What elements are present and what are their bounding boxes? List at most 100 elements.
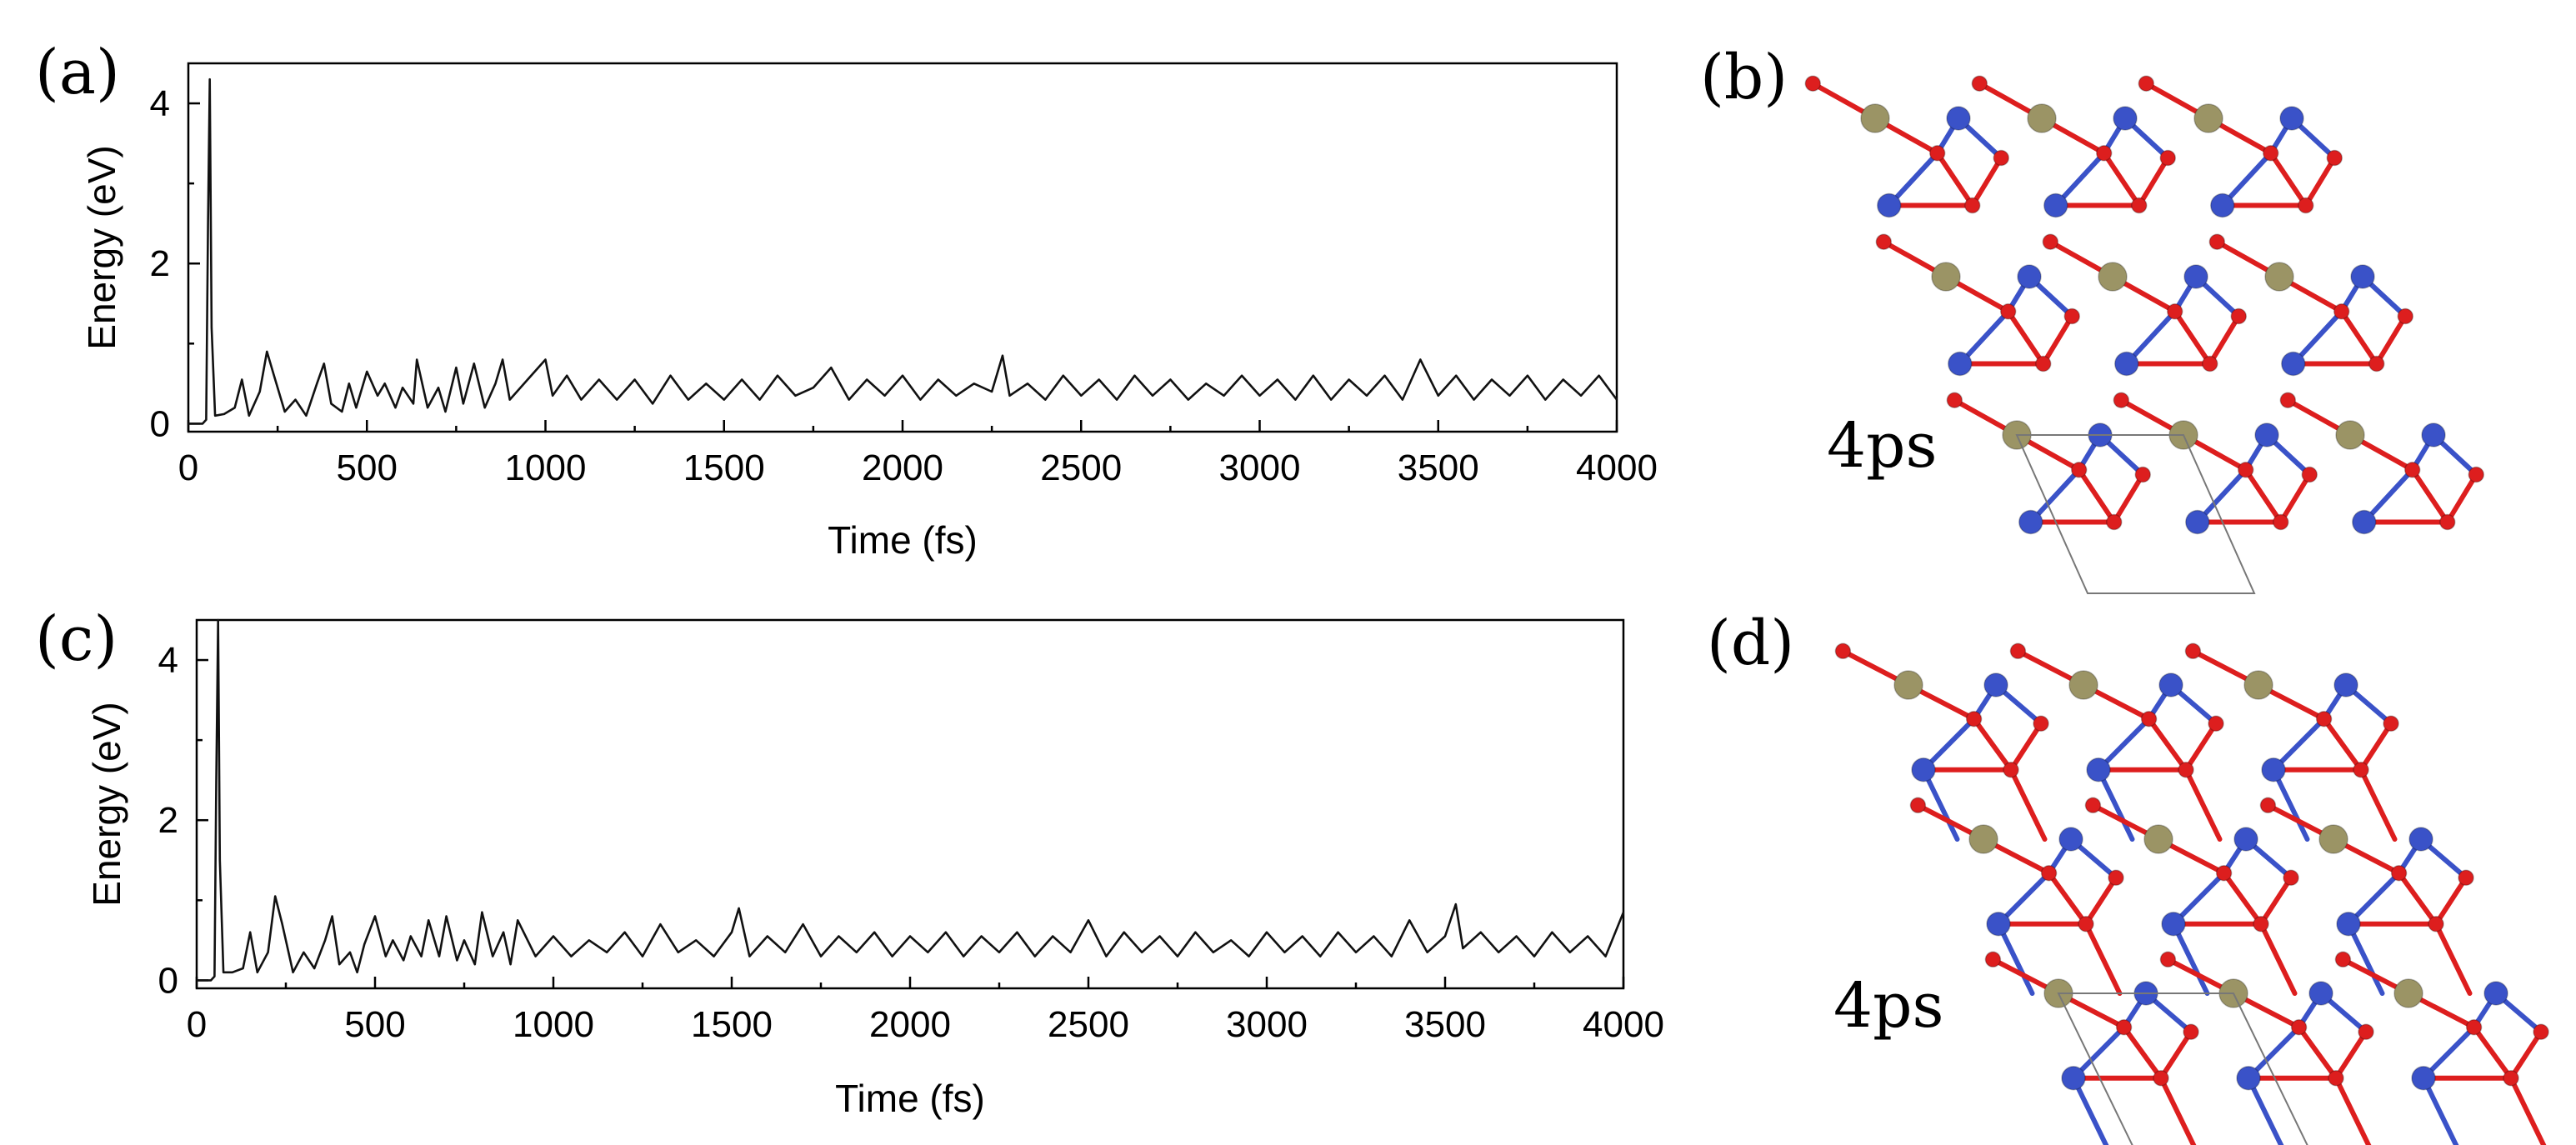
bonds xyxy=(1840,648,2547,1145)
red-atom xyxy=(2108,869,2124,886)
bond xyxy=(2321,716,2363,772)
gold-atom xyxy=(2393,978,2423,1008)
x-tick-label: 3500 xyxy=(1398,448,1479,488)
red-atom xyxy=(2368,355,2385,372)
red-atom xyxy=(2301,466,2318,483)
red-atom xyxy=(2428,916,2444,932)
red-atom xyxy=(2397,308,2413,325)
energy-series-line xyxy=(197,618,1625,982)
y-tick-label: 0 xyxy=(158,960,178,1001)
red-atom xyxy=(2533,1023,2549,1040)
bond xyxy=(2303,155,2338,208)
red-atom xyxy=(2159,951,2177,968)
unit-cell xyxy=(2057,992,2308,1145)
bond xyxy=(2333,1075,2372,1145)
red-atom xyxy=(2358,1023,2374,1040)
bond xyxy=(2471,1024,2513,1081)
bond xyxy=(2246,1075,2284,1145)
red-atom xyxy=(2208,715,2224,732)
blue-atom xyxy=(2411,1066,2436,1091)
y-tick-label: 4 xyxy=(150,83,170,124)
y-axis-title: Energy (eV) xyxy=(85,702,128,906)
red-atom xyxy=(2134,466,2151,483)
red-atom xyxy=(2468,466,2484,483)
red-atom xyxy=(2159,149,2176,167)
x-tick-label: 500 xyxy=(337,448,398,488)
x-tick-label: 0 xyxy=(178,448,198,488)
bond xyxy=(2421,1075,2459,1145)
panel-label-a: (a) xyxy=(35,37,120,108)
bond xyxy=(2433,921,2473,996)
blue-atom xyxy=(2421,422,2446,448)
bond xyxy=(2278,472,2313,525)
plot-frame xyxy=(195,618,1625,990)
energy-chart-c: 0 500 1000 1500 2000 2500 3000 3500 4000 0 2 4 Tim… xyxy=(85,618,1664,1120)
bond xyxy=(2171,870,2227,927)
blue-atom xyxy=(2279,106,2304,131)
red-atom xyxy=(2465,1018,2483,1036)
bond xyxy=(2333,1029,2368,1081)
bond xyxy=(2028,467,2082,525)
gold-atom xyxy=(2098,262,2128,292)
red-atom xyxy=(2262,145,2279,162)
blue-atom xyxy=(2058,827,2083,852)
bond xyxy=(2268,150,2308,208)
bond xyxy=(2338,308,2379,367)
bond xyxy=(2358,767,2398,842)
red-atom xyxy=(2009,642,2027,660)
bond xyxy=(2040,313,2075,367)
bond xyxy=(2183,767,2223,842)
x-axis-title: Time (fs) xyxy=(828,518,978,562)
bond xyxy=(2183,721,2218,772)
red-atom xyxy=(1971,75,1988,92)
x-tick-label: 3000 xyxy=(1226,1004,1308,1045)
red-atom xyxy=(1834,642,1852,660)
red-atom xyxy=(2259,797,2277,814)
bond xyxy=(2346,870,2402,927)
blue-atom xyxy=(2483,981,2508,1006)
bond xyxy=(2071,1024,2127,1081)
red-atom xyxy=(2328,1070,2344,1087)
x-ticks: 0 500 1000 1500 2000 2500 3000 3500 4000 xyxy=(178,420,1658,488)
y-axis-title: Energy (eV) xyxy=(80,145,123,349)
x-tick-label: 2500 xyxy=(1040,448,1122,488)
y-tick-label: 2 xyxy=(150,243,170,284)
bond xyxy=(2219,150,2273,208)
gold-atom xyxy=(2264,262,2294,292)
red-atom xyxy=(2215,864,2233,882)
blue-atom xyxy=(2308,981,2333,1006)
x-tick-label: 500 xyxy=(344,1004,405,1045)
blue-atom xyxy=(2043,192,2068,218)
x-tick-label: 2000 xyxy=(869,1004,951,1045)
red-atom xyxy=(2138,75,2155,92)
x-tick-label: 3500 xyxy=(1404,1004,1486,1045)
gold-atom xyxy=(1893,670,1923,700)
x-tick-label: 1000 xyxy=(513,1004,594,1045)
bond xyxy=(2243,467,2283,525)
energy-series-line xyxy=(188,78,1618,425)
blue-atom xyxy=(2336,912,2361,937)
red-atom xyxy=(1964,197,1981,214)
bond xyxy=(1957,308,2011,367)
bond xyxy=(2136,155,2171,208)
red-atom xyxy=(2290,1018,2308,1036)
red-atom xyxy=(1909,797,1927,814)
gold-atom xyxy=(2243,670,2273,700)
red-atom xyxy=(1984,951,2002,968)
bond xyxy=(2171,921,2210,996)
blue-atom xyxy=(2113,106,2138,131)
bond xyxy=(2158,1075,2197,1145)
red-atom xyxy=(2202,355,2218,372)
blue-atom xyxy=(2236,1066,2261,1091)
red-atom xyxy=(1999,303,2017,320)
bond xyxy=(2444,472,2479,525)
red-atom xyxy=(2390,864,2408,882)
blue-atom xyxy=(2261,758,2286,782)
bond xyxy=(2083,875,2118,927)
red-atom xyxy=(2033,715,2049,732)
blue-atom xyxy=(2333,672,2358,698)
x-tick-label: 1500 xyxy=(691,1004,773,1045)
blue-atom xyxy=(2114,351,2139,377)
red-atom xyxy=(2070,462,2088,478)
bond xyxy=(2053,150,2107,208)
